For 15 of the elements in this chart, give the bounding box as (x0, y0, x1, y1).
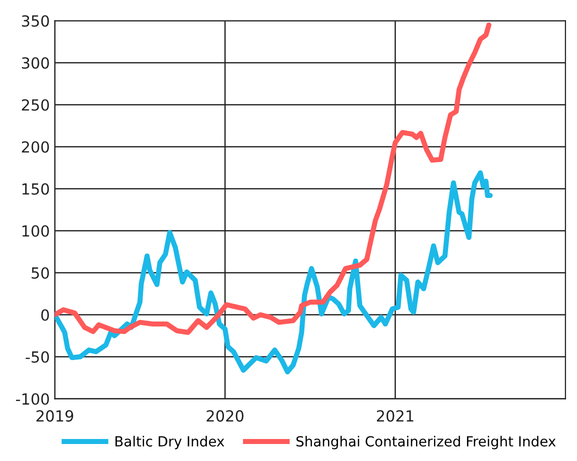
x-tick-label: 2020 (206, 410, 244, 422)
y-tick-label: 0 (41, 309, 49, 321)
y-tick-label: -100 (16, 393, 49, 405)
y-tick-label: 50 (32, 267, 49, 279)
y-tick-label: 100 (22, 225, 49, 237)
y-tick-label: 350 (22, 15, 49, 27)
x-tick-label: 2019 (36, 410, 74, 422)
y-tick-label: 200 (22, 141, 49, 153)
legend-label: Baltic Dry Index (116, 436, 224, 450)
legend-label: Shanghai Containerized Freight Index (296, 436, 556, 450)
y-tick-label: -50 (26, 351, 49, 363)
x-tick-label: 2021 (376, 410, 414, 422)
y-tick-label: 150 (22, 183, 49, 195)
y-tick-label: 250 (22, 99, 49, 111)
y-tick-label: 300 (22, 57, 49, 69)
